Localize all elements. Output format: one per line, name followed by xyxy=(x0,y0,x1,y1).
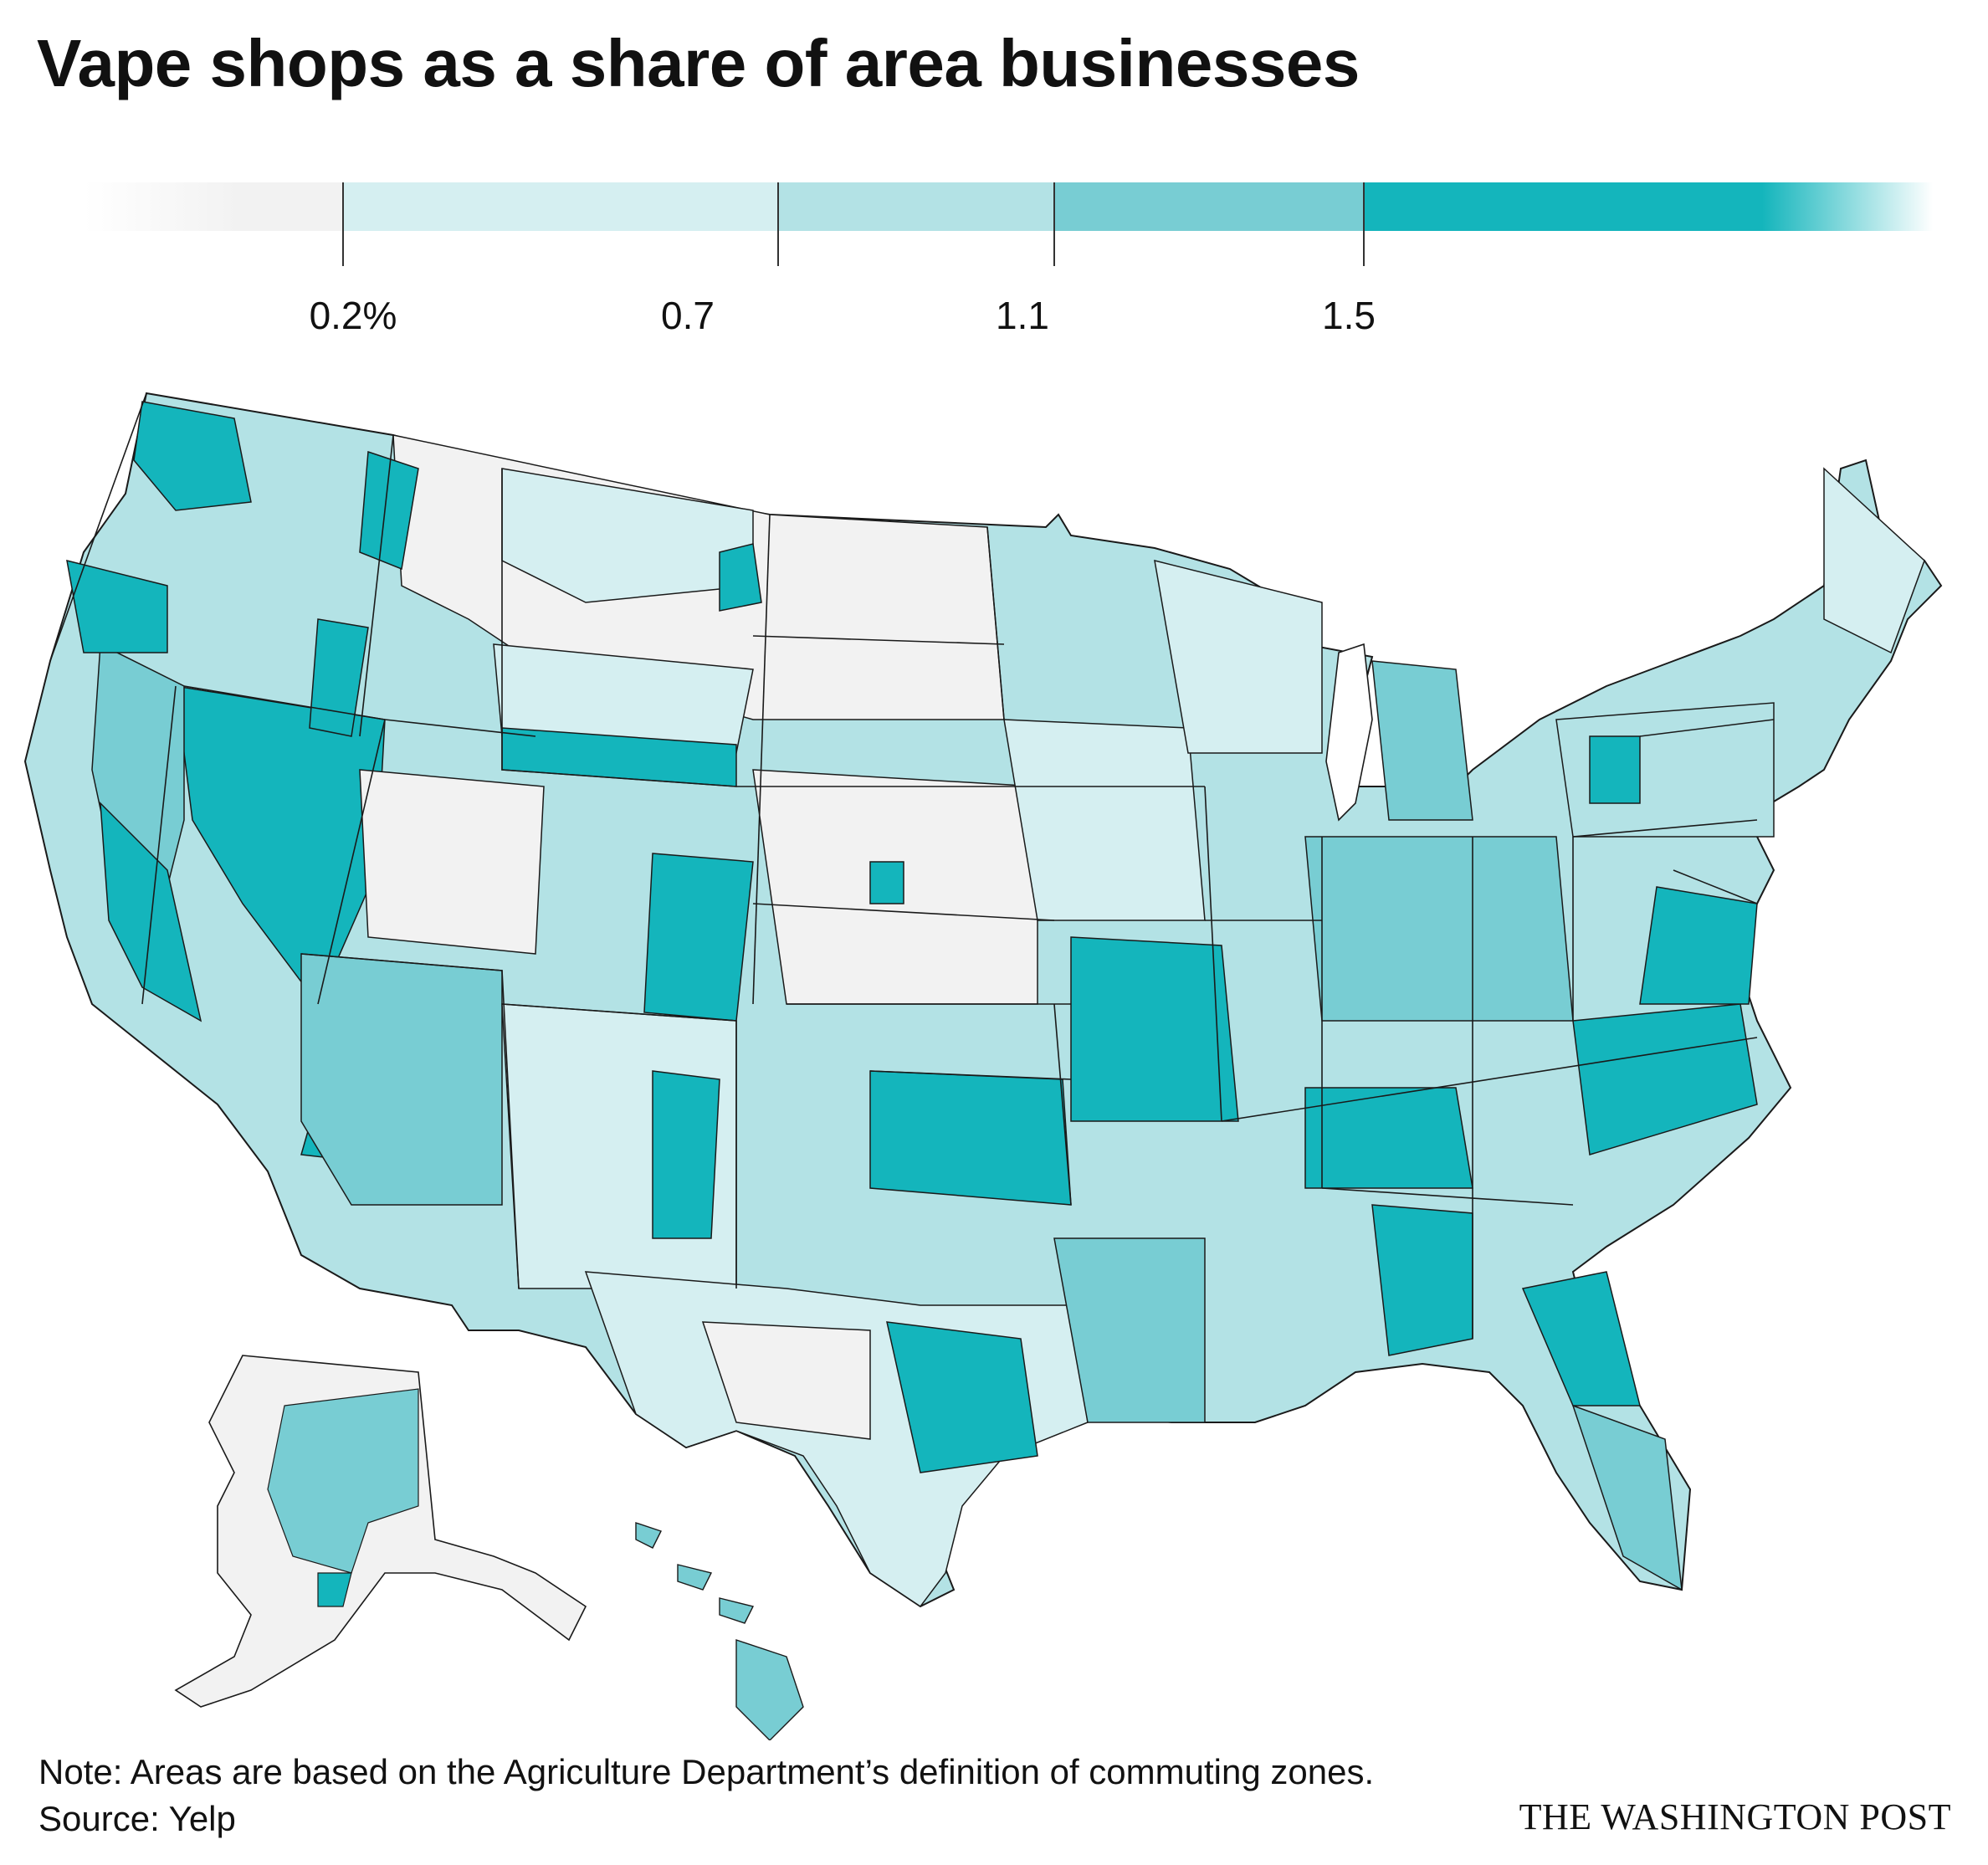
hawaii-islands xyxy=(635,1522,804,1740)
legend-label-2: 0.7 xyxy=(661,294,715,337)
footer-source: Source: Yelp xyxy=(38,1799,236,1838)
publisher-brand: THE WASHINGTON POST xyxy=(1519,1796,1951,1837)
us-choropleth-map xyxy=(23,392,1943,1740)
legend-tick-4 xyxy=(1363,182,1365,266)
legend-label-3: 1.1 xyxy=(996,294,1049,337)
legend-bin-1 xyxy=(343,182,778,231)
footer-notes: Note: Areas are based on the Agriculture… xyxy=(38,1749,1374,1842)
legend-tick-3 xyxy=(1053,182,1055,266)
legend-bin-4 xyxy=(1364,182,1933,231)
chart-title: Vape shops as a share of area businesses xyxy=(37,26,1360,100)
alaska-central-region xyxy=(267,1388,419,1574)
legend-label-4: 1.5 xyxy=(1322,294,1376,337)
legend-tick-1 xyxy=(342,182,344,266)
choropleth-regions xyxy=(66,401,1925,1608)
color-legend: 0.2% 0.7 1.1 1.5 xyxy=(0,167,1988,368)
lake-michigan xyxy=(1325,643,1373,822)
legend-bin-3 xyxy=(1054,182,1364,231)
footer-note: Note: Areas are based on the Agriculture… xyxy=(38,1752,1375,1791)
alaska-anchorage-region xyxy=(317,1572,352,1607)
legend-bin-0 xyxy=(84,182,343,231)
legend-bin-2 xyxy=(778,182,1054,231)
legend-label-1: 0.2% xyxy=(309,294,397,337)
legend-tick-2 xyxy=(777,182,779,266)
